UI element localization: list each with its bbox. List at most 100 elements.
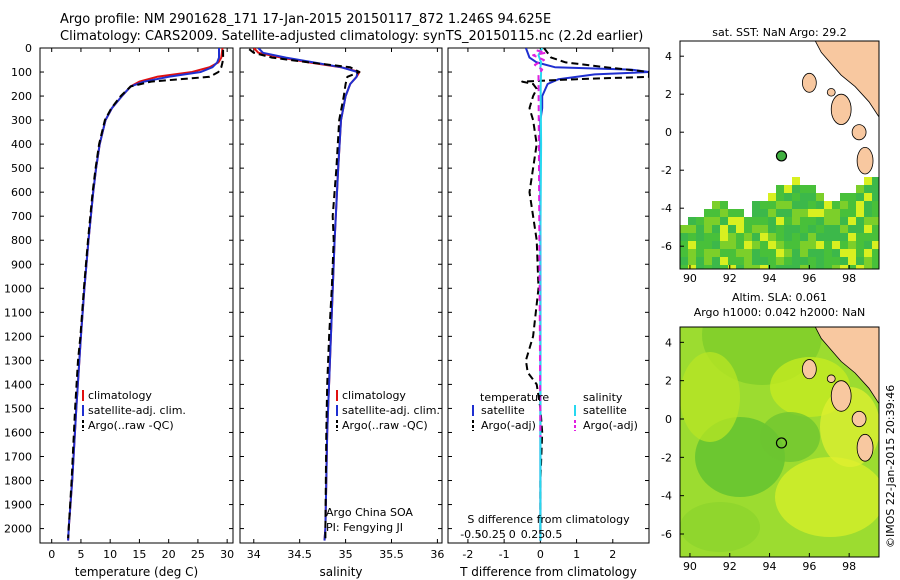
profile-panel-2: 34 34.5 35 35.5 36 salinity climatology satelli…	[239, 47, 444, 579]
sst-cell	[688, 257, 696, 265]
sst-cell	[864, 209, 872, 217]
title-line-2: Climatology: CARS2009. Satellite-adjuste…	[60, 29, 644, 44]
sst-cell	[840, 201, 848, 209]
legend-label: Argo(..raw -QC)	[342, 419, 428, 432]
y-tick-label: 2000	[4, 523, 32, 536]
sst-cell	[680, 233, 688, 241]
sst-cell	[704, 241, 712, 249]
sst-cell	[704, 265, 712, 269]
sst-cell	[824, 233, 832, 241]
sst-cell	[680, 225, 688, 233]
y-tick-label: 1500	[4, 402, 32, 415]
sst-cell	[800, 185, 808, 193]
sst-cell	[712, 201, 720, 209]
sst-cell	[744, 225, 752, 233]
sst-cell	[848, 233, 856, 241]
sst-cell	[832, 257, 840, 265]
sst-cell	[848, 257, 856, 265]
map-subtitle: Argo h1000: 0.042 h2000: NaN	[694, 306, 866, 319]
y-tick-label: 300	[11, 114, 32, 127]
sst-cell	[760, 225, 768, 233]
s-tick-label: 0	[509, 528, 516, 541]
y-tick-label: -2	[661, 164, 672, 177]
sst-cell	[872, 201, 879, 209]
sst-cell	[792, 185, 800, 193]
sst-cell	[784, 257, 792, 265]
sst-cell	[696, 249, 704, 257]
y-tick-label: 500	[11, 162, 32, 175]
sst-cell	[856, 257, 864, 265]
legend-heading: temperature	[480, 391, 549, 404]
x-tick-label: 98	[842, 272, 856, 285]
sst-cell	[824, 217, 832, 225]
x-axis-label: T difference from climatology	[459, 565, 637, 579]
sst-cell	[768, 209, 776, 217]
credit-text: ©IMOS 22-Jan-2015 20:39:46	[884, 385, 897, 548]
sst-cell	[752, 217, 760, 225]
sst-cell	[872, 233, 879, 241]
sst-cell	[816, 193, 824, 201]
sst-cell	[704, 209, 712, 217]
series-group	[67, 48, 225, 541]
y-tick-label: -4	[661, 490, 672, 503]
sla-blob	[775, 457, 879, 537]
sst-cell	[704, 249, 712, 257]
sst-cell	[816, 265, 824, 269]
sst-cell	[792, 201, 800, 209]
sst-cell	[752, 209, 760, 217]
legend-label: satellite-adj. clim.	[88, 404, 186, 417]
sst-cell	[720, 257, 728, 265]
sst-cell	[800, 257, 808, 265]
island	[801, 359, 817, 380]
x-tick-label: 34.5	[287, 548, 312, 561]
legend-label: satellite-adj. clim.	[342, 404, 440, 417]
sst-cell	[800, 225, 808, 233]
sst-cell	[736, 257, 744, 265]
sst-cell	[840, 257, 848, 265]
sst-cell	[704, 233, 712, 241]
sst-cell	[856, 217, 864, 225]
sst-cell	[752, 233, 760, 241]
sst-cell	[712, 217, 720, 225]
sst-cell	[760, 209, 768, 217]
sst-cell	[864, 249, 872, 257]
series-line-sat	[257, 48, 359, 541]
sst-cell	[776, 185, 784, 193]
island	[826, 374, 836, 383]
y-tick-label: 200	[11, 90, 32, 103]
sst-cell	[776, 257, 784, 265]
sst-cell	[696, 217, 704, 225]
sst-cell	[744, 233, 752, 241]
x-tick-label: 0	[48, 548, 55, 561]
sst-cell	[720, 265, 728, 269]
map-frame	[679, 326, 880, 558]
sst-cell	[688, 241, 696, 249]
x-axis-label: salinity	[319, 565, 362, 579]
sst-cell	[760, 217, 768, 225]
sst-cell	[784, 241, 792, 249]
y-tick-label: -2	[661, 451, 672, 464]
sst-cell	[792, 209, 800, 217]
sst-cell	[712, 209, 720, 217]
x-tick-label: 98	[842, 560, 856, 573]
sst-cell	[808, 193, 816, 201]
plot-frame	[447, 47, 650, 544]
sst-cell	[872, 177, 879, 185]
sst-cell	[856, 233, 864, 241]
sst-cell	[808, 217, 816, 225]
sst-cell	[800, 249, 808, 257]
sst-cell	[720, 217, 728, 225]
sst-cell	[760, 233, 768, 241]
sst-cell	[800, 209, 808, 217]
legend-label: satellite	[481, 404, 525, 417]
sst-cell	[800, 217, 808, 225]
sst-cell	[856, 185, 864, 193]
sst-cell	[760, 241, 768, 249]
map-frame	[679, 40, 880, 270]
x-tick-label: 5	[77, 548, 84, 561]
y-tick-label: 1900	[4, 499, 32, 512]
sst-cell	[824, 249, 832, 257]
y-tick-label: 2	[665, 88, 672, 101]
sst-cell	[696, 225, 704, 233]
